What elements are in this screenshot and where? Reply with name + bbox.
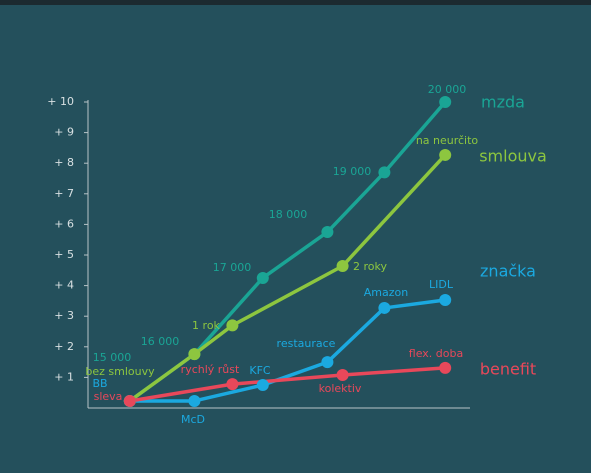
series-name: značka	[480, 262, 536, 281]
series-name: mzda	[481, 93, 525, 112]
data-point	[336, 260, 349, 273]
y-tick-label: + 8	[54, 156, 74, 169]
point-label: flex. doba	[409, 347, 463, 360]
y-tick-label: + 1	[54, 370, 74, 383]
point-label: 15 000	[93, 351, 132, 364]
point-label: rychlý růst	[181, 363, 240, 376]
data-point	[321, 356, 334, 369]
point-label: KFC	[249, 364, 271, 377]
point-label: LIDL	[429, 278, 454, 291]
series-line	[129, 298, 446, 403]
series-name: benefit	[480, 360, 536, 379]
point-label: 1 rok	[192, 319, 221, 332]
point-label: 2 roky	[353, 260, 387, 273]
series-line	[129, 366, 446, 403]
data-point	[123, 394, 136, 407]
data-point	[188, 394, 201, 407]
data-point	[336, 368, 349, 381]
y-tick-label: + 4	[54, 279, 74, 292]
data-point	[256, 271, 269, 284]
data-point	[188, 348, 201, 361]
point-label: kolektiv	[319, 382, 362, 395]
data-point	[226, 319, 239, 332]
y-tick-label: + 3	[54, 309, 74, 322]
data-point	[439, 293, 452, 306]
data-point	[439, 361, 452, 374]
point-label: Amazon	[364, 286, 408, 299]
series-name: smlouva	[479, 147, 547, 166]
y-tick-label: + 10	[47, 95, 74, 108]
point-label: 17 000	[213, 261, 252, 274]
point-label: bez smlouvy	[85, 365, 155, 378]
point-label: 20 000	[428, 83, 467, 96]
data-point	[439, 96, 452, 108]
data-point	[378, 301, 391, 314]
point-label: 18 000	[269, 208, 308, 221]
point-label: 16 000	[141, 335, 180, 348]
y-tick-label: + 9	[54, 126, 74, 139]
point-label: restaurace	[277, 337, 336, 350]
data-point	[439, 148, 452, 161]
data-point	[256, 379, 269, 392]
data-point	[378, 166, 391, 179]
point-label: McD	[181, 413, 205, 426]
data-point	[226, 378, 239, 391]
y-tick-label: + 2	[54, 340, 74, 353]
y-tick-label: + 6	[54, 217, 74, 230]
point-label: BB	[92, 377, 107, 390]
y-tick-label: + 5	[54, 248, 74, 261]
y-tick-label: + 7	[54, 187, 74, 200]
point-label: sleva	[94, 390, 123, 403]
point-label: na neurčito	[416, 134, 479, 147]
point-label: 19 000	[333, 165, 372, 178]
top-frame	[0, 0, 591, 5]
data-point	[321, 226, 334, 239]
